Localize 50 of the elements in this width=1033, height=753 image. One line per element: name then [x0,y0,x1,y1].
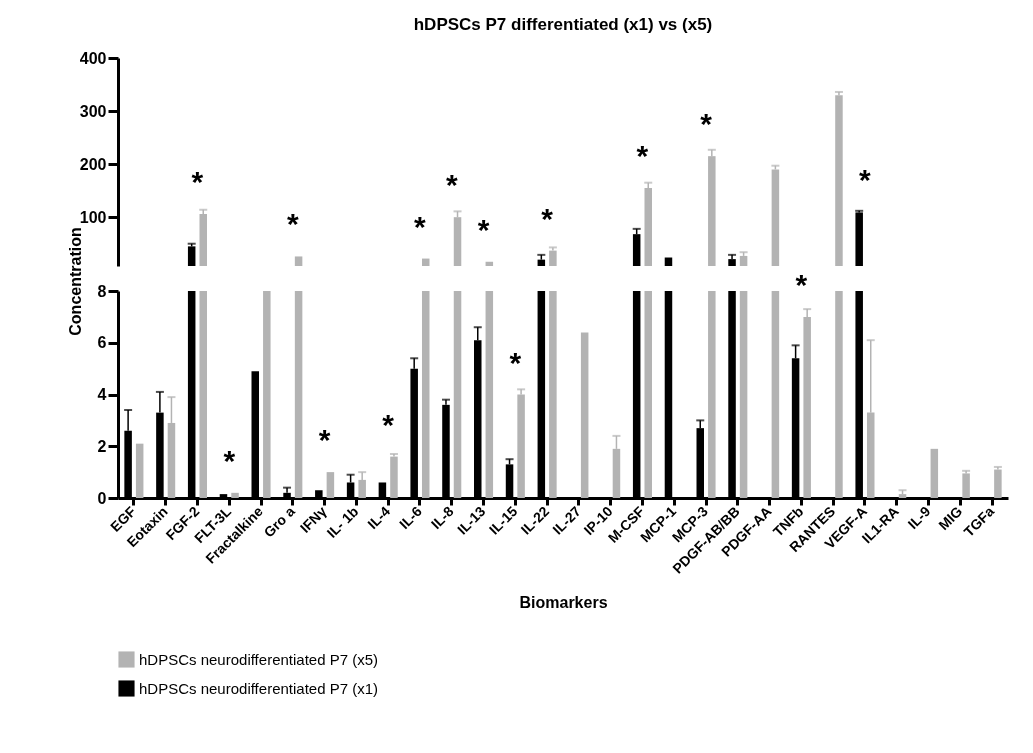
y-tick-label: 300 [79,102,107,120]
bar [517,394,525,498]
bar [263,291,271,498]
bar [835,291,843,498]
y-tick-label: 2 [97,437,107,455]
bar [326,472,335,498]
annotation: * [795,267,808,301]
bar [708,291,716,498]
annotation: * [477,212,490,246]
bar [930,448,939,498]
annotation: * [382,407,395,441]
y-tick-label: 4 [97,386,107,403]
bar [421,291,430,498]
annotation: * [509,345,522,379]
x-axis-title: Biomarkers [519,593,608,611]
y-tick-label: 200 [79,155,107,173]
bar [135,443,144,498]
y-tick-label: 400 [79,49,107,67]
annotation: * [700,107,713,141]
annotation: * [191,165,204,198]
bar [549,291,557,498]
y-axis-title: Concentration [66,227,84,336]
y-tick-label: 8 [97,282,107,300]
bar [231,492,239,498]
bar [199,291,207,498]
bar [644,291,652,498]
y-tick-label: 100 [79,208,107,226]
x-tick-label: IL-6 [396,502,426,533]
annotation: * [636,139,649,172]
bar [485,291,494,498]
bar [453,291,462,498]
bar [739,291,748,498]
annotation: * [859,163,872,197]
x-tick-label: IL-9 [904,502,934,533]
annotation: * [286,207,299,241]
annotation: * [223,443,236,477]
y-tick-label: 6 [97,334,107,352]
x-tick-label: IL-4 [364,502,394,533]
y-tick-label: 0 [97,489,107,507]
annotation: * [541,201,554,235]
bar [771,291,780,498]
annotation: * [445,168,458,202]
annotation: * [414,209,427,243]
bar [580,332,589,498]
annotation: * [318,423,331,457]
bar [294,291,303,498]
chart-title: hDPSCs P7 differentiated (x1) vs (x5) [413,15,713,34]
legend-label: hDPSCs neurodifferentiated P7 (x1) [139,679,379,697]
legend-label: hDPSCs neurodifferentiated P7 (x5) [139,650,379,668]
x-tick-label: IL-8 [427,502,457,533]
